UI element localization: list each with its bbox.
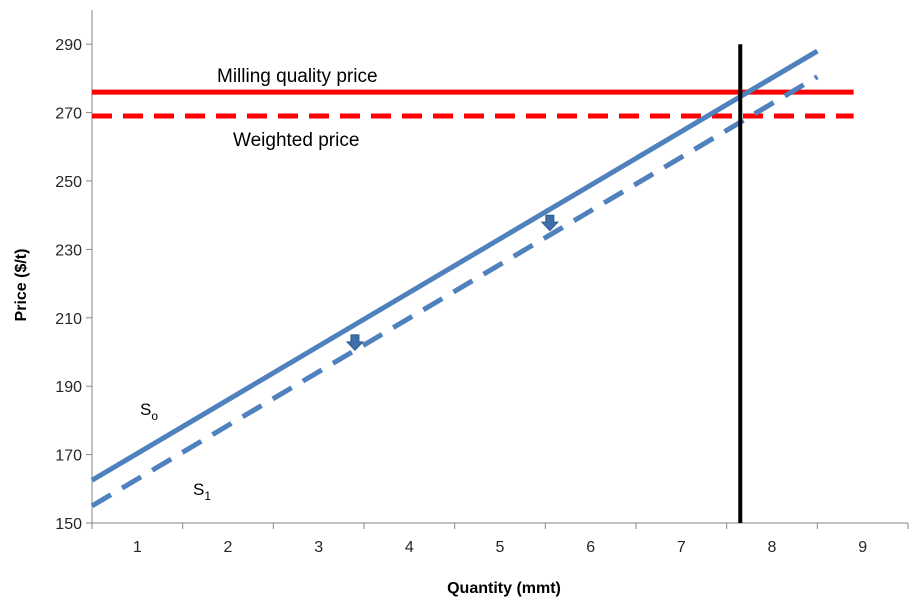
- y-axis-title: Price ($/t): [13, 249, 30, 322]
- x-tick-label: 9: [858, 539, 867, 556]
- x-tick-label: 5: [496, 539, 505, 556]
- s1-label: S1: [193, 480, 211, 503]
- x-tick-label: 1: [133, 539, 142, 556]
- x-tick-label: 2: [224, 539, 233, 556]
- s1-label-main: S: [193, 480, 204, 499]
- y-tick-label: 270: [55, 106, 82, 123]
- x-axis-title: Quantity (mmt): [447, 580, 561, 597]
- y-tick-label: 150: [55, 516, 82, 533]
- y-tick-label: 190: [55, 379, 82, 396]
- x-tick-label: 8: [768, 539, 777, 556]
- y-tick-label: 230: [55, 242, 82, 259]
- x-axis-ticks: 1 2 3 4 5 6 7 8 9: [91, 523, 909, 556]
- shift-down-arrow: [540, 214, 560, 232]
- s0-label-subscript: o: [151, 409, 158, 423]
- y-tick-label: 210: [55, 311, 82, 328]
- y-axis-ticks: 150 170 190 210 230 250 270 290: [55, 37, 92, 533]
- supply-s1-line: [90, 74, 819, 509]
- x-tick-label: 3: [314, 539, 323, 556]
- axes: [91, 10, 908, 524]
- y-tick-label: 170: [55, 448, 82, 465]
- supply-s0-line: [90, 48, 819, 483]
- shift-down-arrow: [345, 334, 365, 352]
- y-tick-label: 290: [55, 37, 82, 54]
- s0-label-main: S: [140, 400, 151, 419]
- series-lines: [90, 44, 854, 523]
- s1-label-subscript: 1: [204, 489, 211, 503]
- weighted-price-label: Weighted price: [233, 130, 359, 151]
- s0-label: So: [140, 400, 158, 423]
- shift-arrows: [345, 214, 560, 352]
- milling-quality-price-label: Milling quality price: [217, 66, 378, 87]
- x-tick-label: 6: [586, 539, 595, 556]
- x-tick-label: 4: [405, 539, 414, 556]
- x-tick-label: 7: [677, 539, 686, 556]
- y-tick-label: 250: [55, 174, 82, 191]
